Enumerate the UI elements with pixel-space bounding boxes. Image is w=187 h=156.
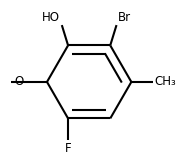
Text: O: O	[14, 76, 24, 88]
Text: Br: Br	[118, 10, 131, 24]
Text: HO: HO	[42, 10, 60, 24]
Text: F: F	[65, 142, 71, 155]
Text: CH₃: CH₃	[155, 76, 177, 88]
